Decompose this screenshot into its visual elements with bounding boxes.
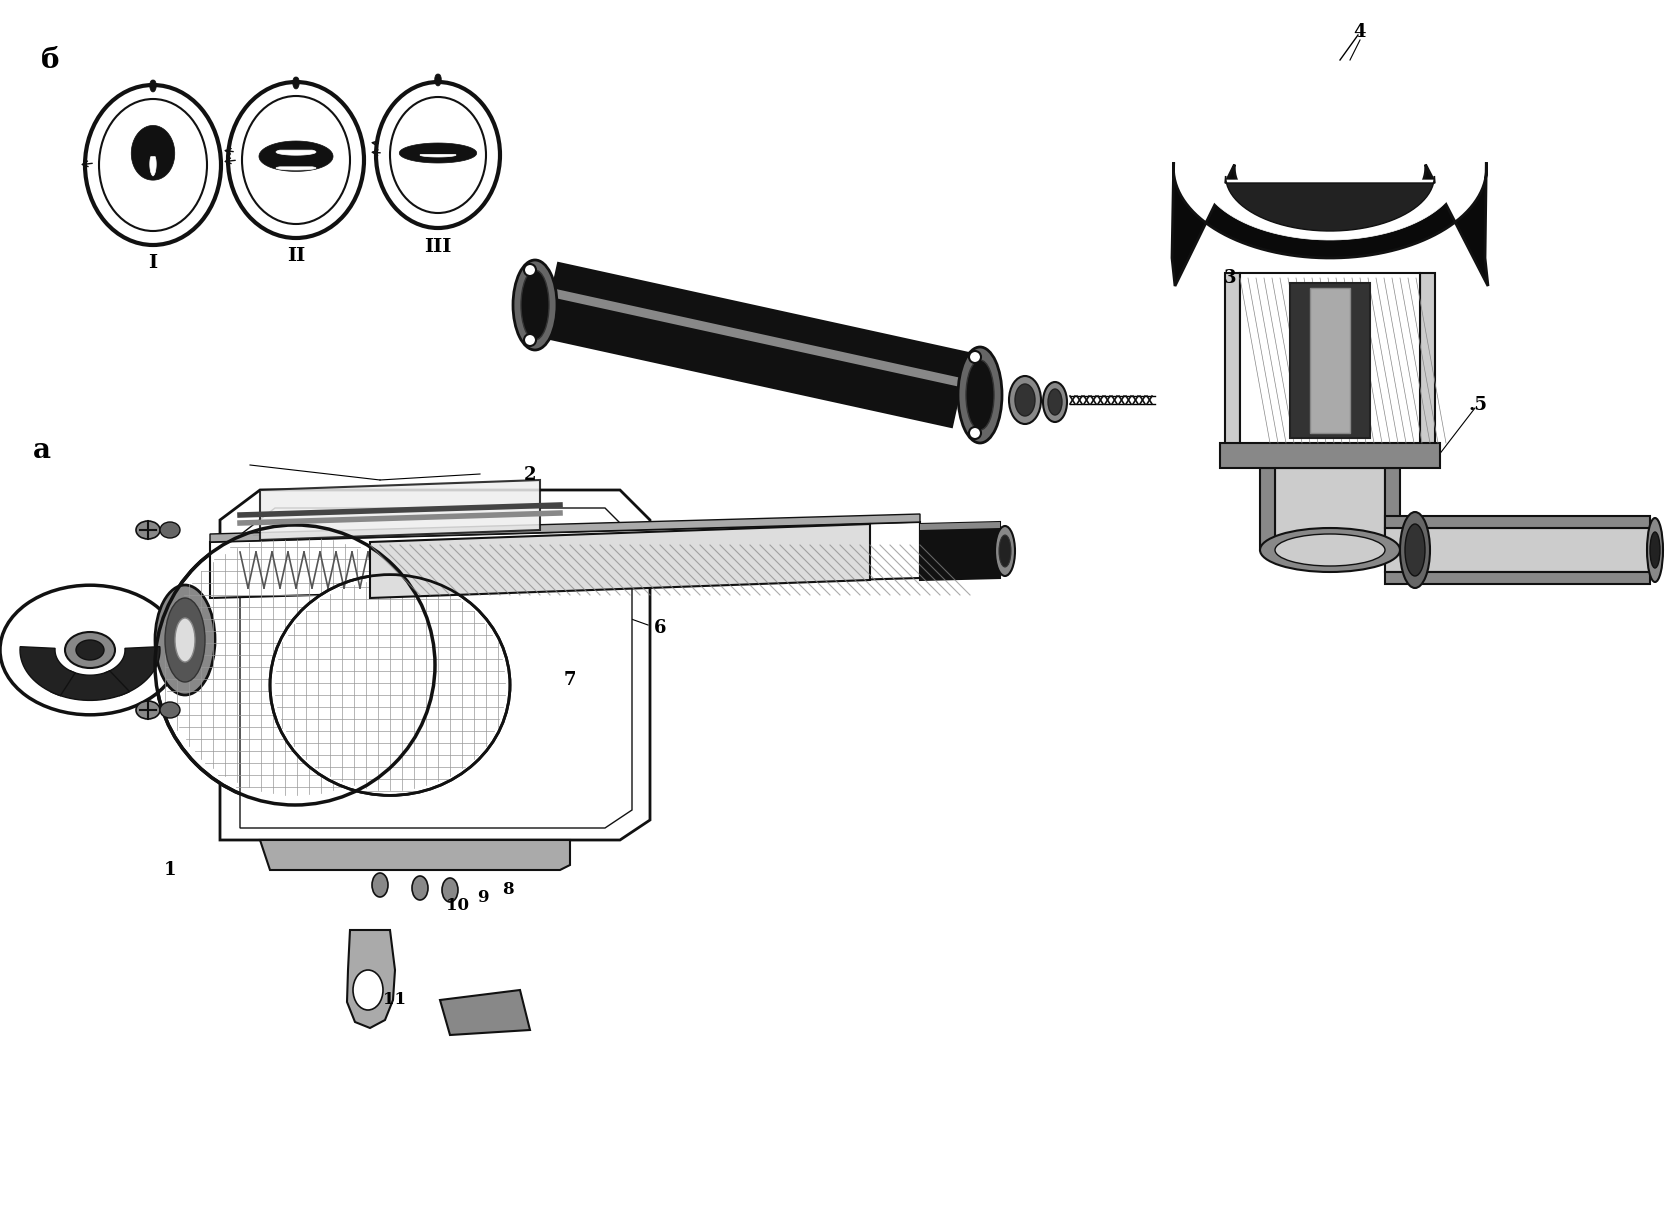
Ellipse shape [85,85,221,245]
Polygon shape [149,80,156,93]
Ellipse shape [136,702,161,719]
Polygon shape [1310,287,1348,434]
Ellipse shape [1042,382,1066,421]
Ellipse shape [1650,532,1660,568]
Ellipse shape [512,259,557,350]
Polygon shape [130,125,174,180]
Ellipse shape [390,97,485,213]
Polygon shape [219,490,649,840]
Polygon shape [346,931,395,1028]
Polygon shape [209,514,920,542]
Ellipse shape [412,876,428,900]
Text: III: III [423,238,452,256]
Ellipse shape [243,96,350,224]
Polygon shape [440,990,530,1035]
Text: I: I [149,255,157,272]
Ellipse shape [1275,533,1384,566]
Ellipse shape [1399,512,1429,588]
Polygon shape [259,141,333,172]
Text: 2: 2 [524,466,535,484]
Ellipse shape [99,99,207,231]
Ellipse shape [957,347,1002,443]
Polygon shape [1384,572,1650,583]
Ellipse shape [994,526,1014,576]
Ellipse shape [136,521,161,540]
Ellipse shape [65,632,115,667]
Polygon shape [276,150,316,155]
Polygon shape [1220,443,1439,468]
Ellipse shape [1009,376,1041,424]
Polygon shape [293,77,299,89]
Text: .5: .5 [1467,396,1487,414]
Polygon shape [1290,283,1369,438]
Ellipse shape [176,618,194,663]
Ellipse shape [999,535,1010,568]
Ellipse shape [156,525,435,805]
Polygon shape [1384,527,1650,572]
Text: 8: 8 [502,882,514,899]
Polygon shape [1275,468,1384,551]
Ellipse shape [166,598,204,682]
Circle shape [969,428,980,438]
Polygon shape [550,289,962,387]
Ellipse shape [269,575,510,795]
Ellipse shape [965,361,994,430]
Polygon shape [920,523,999,530]
Ellipse shape [1646,518,1661,582]
Polygon shape [259,840,570,870]
Polygon shape [149,157,156,175]
Ellipse shape [442,878,458,903]
Text: а: а [33,436,50,464]
Text: 9: 9 [477,889,489,906]
Ellipse shape [161,523,181,538]
Polygon shape [105,647,161,695]
Text: 6: 6 [654,619,666,637]
Ellipse shape [1404,524,1424,576]
Polygon shape [1225,175,1434,231]
Text: 7: 7 [564,671,576,689]
Text: 10: 10 [447,898,468,915]
Polygon shape [1260,468,1275,551]
Ellipse shape [520,270,549,340]
Polygon shape [1225,273,1240,448]
Polygon shape [259,480,540,540]
Text: 4: 4 [1353,23,1365,41]
Ellipse shape [0,585,181,715]
Polygon shape [920,523,999,580]
Ellipse shape [228,82,363,238]
Circle shape [969,351,980,363]
Polygon shape [276,167,316,171]
Polygon shape [50,671,129,700]
Circle shape [524,264,535,276]
Text: б: б [40,46,59,73]
Polygon shape [239,508,632,828]
Ellipse shape [75,639,104,660]
Polygon shape [1419,273,1434,448]
Polygon shape [1200,171,1459,240]
Text: 3: 3 [1223,269,1236,287]
Polygon shape [1384,516,1650,527]
Ellipse shape [353,970,383,1010]
Ellipse shape [1260,527,1399,572]
Polygon shape [1240,273,1419,448]
Ellipse shape [161,702,181,717]
Polygon shape [370,524,870,598]
Text: 11: 11 [383,991,407,1009]
Polygon shape [435,74,442,86]
Text: 1: 1 [164,861,176,879]
Polygon shape [420,155,455,157]
Polygon shape [1171,162,1487,286]
Polygon shape [542,263,967,428]
Ellipse shape [376,82,500,228]
Text: II: II [286,247,304,266]
Ellipse shape [156,585,214,695]
Ellipse shape [371,873,388,896]
Polygon shape [20,647,75,695]
Polygon shape [209,523,920,598]
Polygon shape [400,143,477,163]
Circle shape [524,334,535,346]
Ellipse shape [1014,384,1034,417]
Polygon shape [1384,468,1399,551]
Ellipse shape [1047,389,1061,415]
